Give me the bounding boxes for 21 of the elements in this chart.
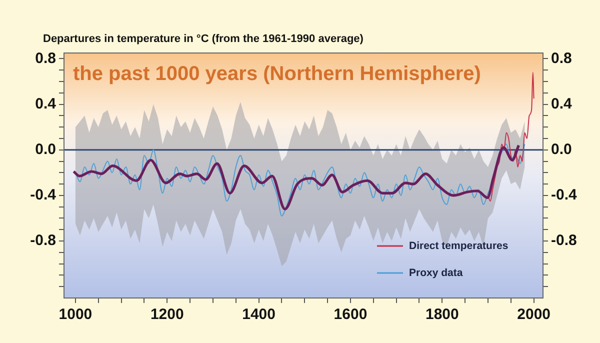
y2-tick-label: 0.0 bbox=[551, 141, 572, 158]
x-tick-label: 1200 bbox=[150, 306, 184, 324]
y-tick-label: -0.8 bbox=[30, 232, 56, 250]
y-tick-label: -0.4 bbox=[30, 186, 57, 204]
line-series bbox=[487, 72, 534, 202]
x-tick-label: 2000 bbox=[517, 306, 551, 324]
y-tick-label: 0.8 bbox=[35, 50, 56, 67]
y2-tick-label: 0.4 bbox=[551, 95, 573, 112]
y2-tick-label: -0.8 bbox=[551, 232, 577, 250]
x-tick-label: 1600 bbox=[334, 306, 368, 324]
legend-label: Proxy data bbox=[409, 266, 463, 279]
x-tick-label: 1000 bbox=[58, 306, 92, 324]
x-tick-label: 1400 bbox=[242, 306, 276, 324]
y2-tick-label: -0.4 bbox=[551, 186, 578, 204]
legend-label: Direct temperatures bbox=[409, 240, 508, 252]
y-axis-title: Departures in temperature in °C (from the 1961-1990 average) bbox=[43, 33, 364, 45]
x-tick-label: 1800 bbox=[425, 306, 459, 324]
y-tick-label: 0.4 bbox=[35, 95, 57, 112]
y-tick-label: 0.0 bbox=[35, 141, 56, 158]
text: the past 1000 years (Northern Hemisphere) bbox=[73, 63, 481, 85]
y2-tick-label: 0.8 bbox=[551, 50, 572, 67]
